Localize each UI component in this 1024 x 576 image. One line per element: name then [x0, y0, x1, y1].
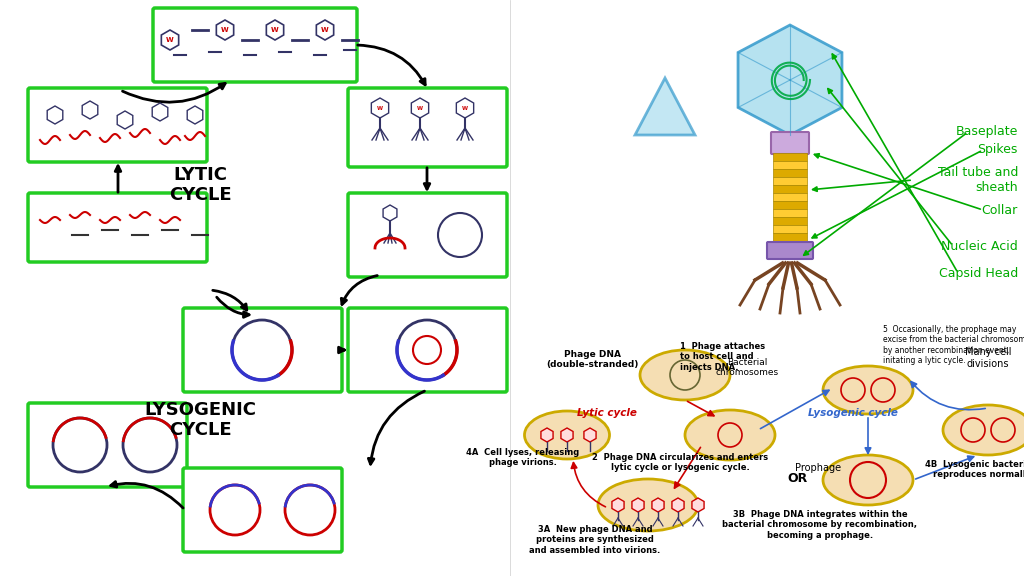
Ellipse shape — [640, 350, 730, 400]
Circle shape — [438, 213, 482, 257]
Text: LYTIC
CYCLE: LYTIC CYCLE — [169, 166, 231, 204]
Ellipse shape — [598, 479, 698, 531]
Text: 4A  Cell lyses, releasing
phage virions.: 4A Cell lyses, releasing phage virions. — [466, 448, 580, 467]
Circle shape — [123, 418, 177, 472]
Circle shape — [670, 360, 700, 390]
Circle shape — [285, 485, 335, 535]
Text: W: W — [271, 27, 279, 33]
Polygon shape — [635, 78, 695, 135]
FancyBboxPatch shape — [153, 8, 357, 82]
Text: W: W — [377, 105, 383, 111]
Circle shape — [841, 378, 865, 402]
FancyBboxPatch shape — [771, 132, 809, 154]
Circle shape — [850, 462, 886, 498]
Ellipse shape — [524, 411, 609, 459]
Bar — [773, 201, 807, 209]
Text: Spikes: Spikes — [978, 143, 1018, 157]
Text: Nucleic Acid: Nucleic Acid — [941, 240, 1018, 252]
Text: Capsid Head: Capsid Head — [939, 267, 1018, 279]
Bar — [773, 225, 807, 233]
Circle shape — [232, 320, 292, 380]
FancyBboxPatch shape — [183, 308, 342, 392]
Circle shape — [53, 418, 106, 472]
Text: 3B  Phage DNA integrates within the
bacterial chromosome by recombination,
becom: 3B Phage DNA integrates within the bacte… — [723, 510, 918, 540]
Circle shape — [718, 423, 742, 447]
Text: Tail tube and
sheath: Tail tube and sheath — [938, 166, 1018, 194]
Text: W: W — [166, 37, 174, 43]
Text: 5  Occasionally, the prophage may
excise from the bacterial chromosome
by anothe: 5 Occasionally, the prophage may excise … — [883, 325, 1024, 365]
FancyBboxPatch shape — [28, 88, 207, 162]
Text: Many cell
divisions: Many cell divisions — [965, 347, 1012, 369]
Bar — [773, 209, 807, 217]
FancyBboxPatch shape — [28, 193, 207, 262]
FancyBboxPatch shape — [348, 88, 507, 167]
Bar — [773, 217, 807, 225]
Bar — [773, 177, 807, 185]
Text: Baseplate: Baseplate — [955, 126, 1018, 138]
Ellipse shape — [823, 366, 913, 414]
FancyBboxPatch shape — [28, 403, 187, 487]
Bar — [773, 161, 807, 169]
Text: Phage DNA
(double-stranded): Phage DNA (double-stranded) — [546, 350, 638, 369]
Text: Prophage: Prophage — [795, 463, 841, 473]
Circle shape — [991, 418, 1015, 442]
Text: 3A  New phage DNA and
proteins are synthesized
and assembled into virions.: 3A New phage DNA and proteins are synthe… — [529, 525, 660, 555]
Text: W: W — [221, 27, 229, 33]
Circle shape — [413, 336, 441, 364]
FancyBboxPatch shape — [348, 308, 507, 392]
Ellipse shape — [943, 405, 1024, 455]
Bar — [773, 193, 807, 201]
Text: W: W — [417, 105, 423, 111]
Text: Bacterial
chromosomes: Bacterial chromosomes — [716, 358, 778, 377]
Bar — [773, 153, 807, 161]
Circle shape — [210, 485, 260, 535]
Text: Collar: Collar — [982, 203, 1018, 217]
Text: 1  Phage attaches
to host cell and
injects DNA.: 1 Phage attaches to host cell and inject… — [680, 342, 765, 372]
Ellipse shape — [823, 455, 913, 505]
Bar — [773, 233, 807, 241]
Circle shape — [961, 418, 985, 442]
FancyBboxPatch shape — [348, 193, 507, 277]
Ellipse shape — [685, 410, 775, 460]
FancyBboxPatch shape — [183, 468, 342, 552]
Text: LYSOGENIC
CYCLE: LYSOGENIC CYCLE — [144, 400, 256, 439]
Text: 2  Phage DNA circularizes and enters
lytic cycle or lysogenic cycle.: 2 Phage DNA circularizes and enters lyti… — [592, 453, 768, 472]
Circle shape — [397, 320, 457, 380]
Text: Lytic cycle: Lytic cycle — [578, 408, 637, 418]
Bar — [773, 169, 807, 177]
Text: OR: OR — [787, 472, 808, 484]
Text: 4B  Lysogenic bacterium
reproduces normally.: 4B Lysogenic bacterium reproduces normal… — [925, 460, 1024, 479]
Text: W: W — [462, 105, 468, 111]
Circle shape — [871, 378, 895, 402]
Text: W: W — [322, 27, 329, 33]
Bar — [773, 185, 807, 193]
Text: Lysogenic cycle: Lysogenic cycle — [808, 408, 898, 418]
FancyBboxPatch shape — [767, 242, 813, 259]
Polygon shape — [738, 25, 842, 135]
